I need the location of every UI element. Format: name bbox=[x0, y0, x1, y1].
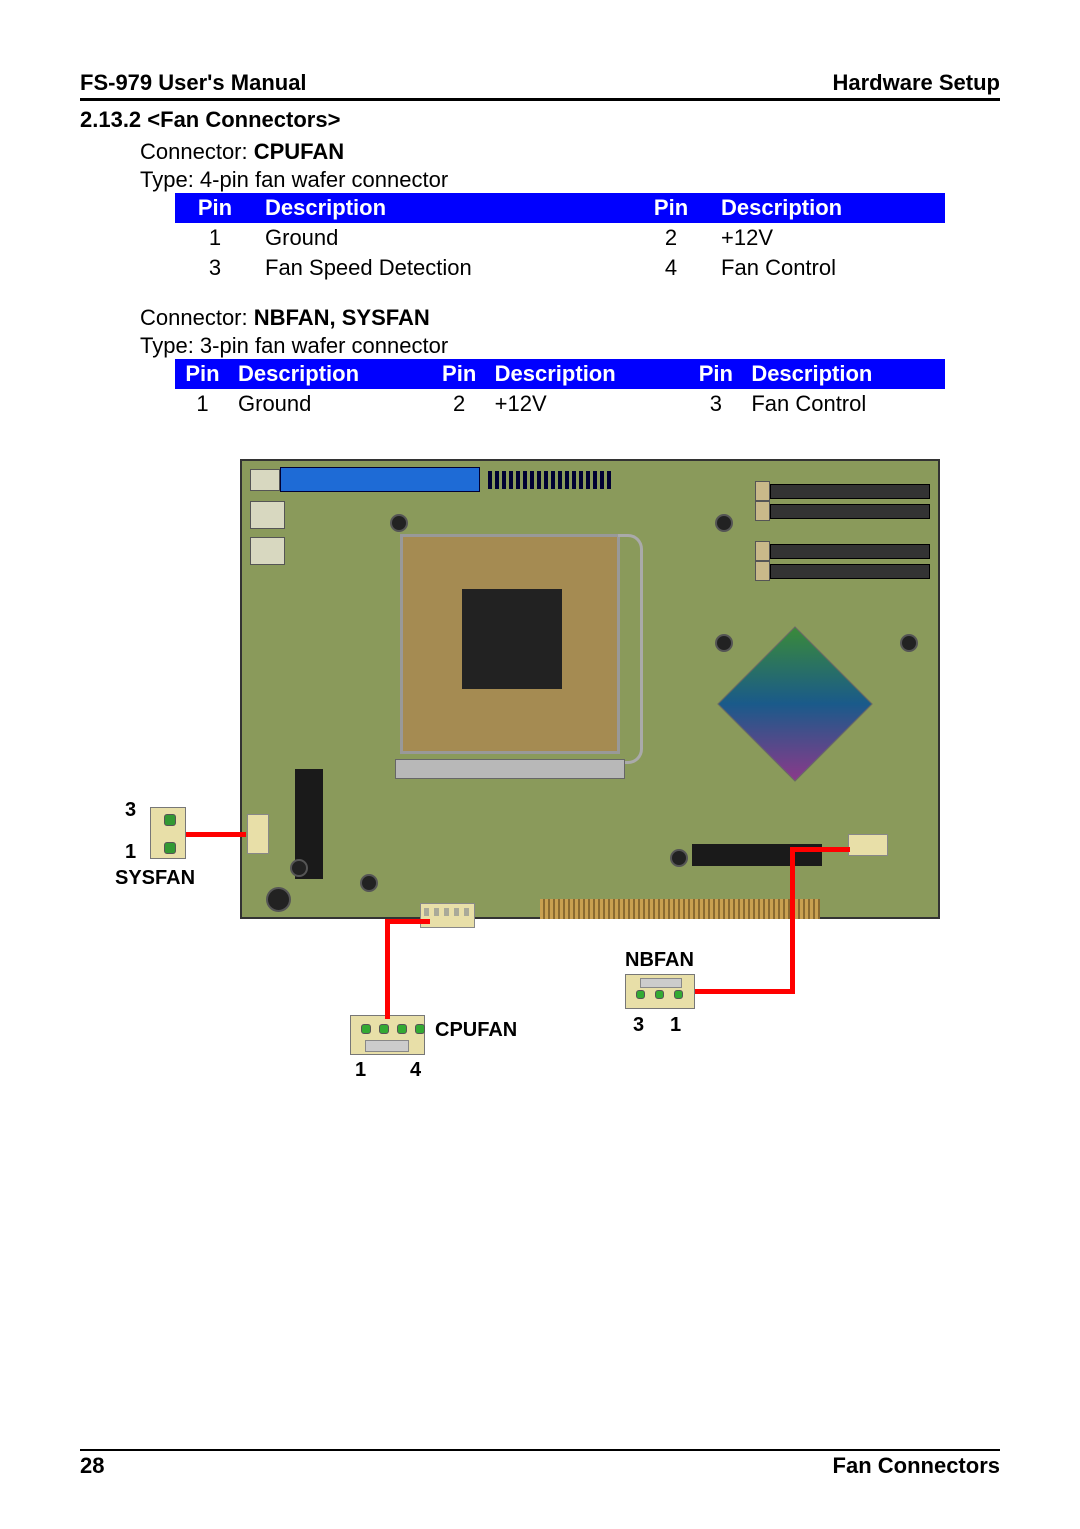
cell-pin: 3 bbox=[175, 253, 255, 283]
callout-line bbox=[790, 847, 850, 852]
cell-pin: 4 bbox=[631, 253, 711, 283]
cpufan-pin-table: Pin Description Pin Description 1 Ground… bbox=[175, 193, 945, 283]
connector2-name: NBFAN, SYSFAN bbox=[254, 305, 430, 330]
cell-desc: Fan Control bbox=[711, 253, 945, 283]
mount-hole bbox=[715, 634, 733, 652]
cell-desc: Ground bbox=[255, 223, 631, 253]
nbfan-callout bbox=[625, 974, 695, 1009]
ide-connector bbox=[280, 467, 480, 492]
connector2-type: Type: 3-pin fan wafer connector bbox=[140, 333, 1000, 359]
ram-slot bbox=[770, 564, 930, 579]
page-footer: 28 Fan Connectors bbox=[80, 1449, 1000, 1479]
cell-pin: 2 bbox=[631, 223, 711, 253]
th-pin: Pin bbox=[432, 359, 487, 389]
cpufan-pin-4: 4 bbox=[410, 1059, 421, 1082]
cpufan-label: CPUFAN bbox=[435, 1019, 517, 1042]
th-desc: Description bbox=[230, 359, 432, 389]
table-row: 3 Fan Speed Detection 4 Fan Control bbox=[175, 253, 945, 283]
ram-clip bbox=[755, 541, 770, 561]
th-desc: Description bbox=[255, 193, 631, 223]
connector1-prefix: Connector: bbox=[140, 139, 254, 164]
sysfan-pin-1: 1 bbox=[125, 841, 136, 864]
th-desc: Description bbox=[487, 359, 689, 389]
cpu-die bbox=[462, 589, 562, 689]
ram-clip bbox=[755, 501, 770, 521]
cell-pin: 1 bbox=[175, 223, 255, 253]
sysfan-callout bbox=[150, 807, 186, 859]
cell-desc: Fan Control bbox=[743, 389, 945, 419]
table-header-row: Pin Description Pin Description Pin Desc… bbox=[175, 359, 945, 389]
edge-connector bbox=[540, 899, 820, 919]
mount-hole bbox=[290, 859, 308, 877]
cell-desc: +12V bbox=[487, 389, 689, 419]
table-header-row: Pin Description Pin Description bbox=[175, 193, 945, 223]
callout-line bbox=[385, 919, 430, 924]
callout-line bbox=[186, 832, 246, 837]
page-header: FS-979 User's Manual Hardware Setup bbox=[80, 70, 1000, 101]
nbfan-pin-3: 3 bbox=[633, 1014, 644, 1037]
callout-line bbox=[695, 989, 795, 994]
cpufan-connector-onboard bbox=[420, 903, 475, 928]
nbfan-pin-1: 1 bbox=[670, 1014, 681, 1037]
mount-hole bbox=[266, 887, 291, 912]
ide-pins bbox=[488, 471, 618, 489]
th-pin: Pin bbox=[631, 193, 711, 223]
mount-hole bbox=[360, 874, 378, 892]
cell-desc: Fan Speed Detection bbox=[255, 253, 631, 283]
ram-clip bbox=[755, 481, 770, 501]
ram-slot bbox=[770, 544, 930, 559]
cell-pin: 1 bbox=[175, 389, 230, 419]
callout-line bbox=[385, 919, 390, 1019]
callout-line bbox=[790, 847, 795, 992]
th-desc: Description bbox=[711, 193, 945, 223]
connector1-name: CPUFAN bbox=[254, 139, 344, 164]
mount-hole bbox=[900, 634, 918, 652]
small-connector bbox=[250, 501, 285, 529]
small-connector bbox=[250, 537, 285, 565]
nbfan-connector-onboard bbox=[848, 834, 888, 856]
nbfan-sysfan-pin-table: Pin Description Pin Description Pin Desc… bbox=[175, 359, 945, 419]
ram-clip bbox=[755, 561, 770, 581]
section-title: 2.13.2 <Fan Connectors> bbox=[80, 107, 1000, 133]
mount-hole bbox=[390, 514, 408, 532]
th-pin: Pin bbox=[688, 359, 743, 389]
nbfan-label: NBFAN bbox=[625, 949, 694, 972]
mount-hole bbox=[670, 849, 688, 867]
sysfan-connector-onboard bbox=[247, 814, 269, 854]
sysfan-label: SYSFAN bbox=[115, 867, 195, 890]
connector2-line: Connector: NBFAN, SYSFAN bbox=[140, 305, 1000, 331]
cell-desc: +12V bbox=[711, 223, 945, 253]
cpu-lever bbox=[618, 534, 643, 764]
cpu-frame bbox=[395, 759, 625, 779]
small-connector bbox=[250, 469, 280, 491]
footer-title: Fan Connectors bbox=[833, 1453, 1000, 1479]
cell-pin: 2 bbox=[432, 389, 487, 419]
th-pin: Pin bbox=[175, 193, 255, 223]
connector1-type: Type: 4-pin fan wafer connector bbox=[140, 167, 1000, 193]
mount-hole bbox=[715, 514, 733, 532]
cell-pin: 3 bbox=[688, 389, 743, 419]
header-left: FS-979 User's Manual bbox=[80, 70, 307, 96]
header-right: Hardware Setup bbox=[833, 70, 1001, 96]
ram-slot bbox=[770, 504, 930, 519]
page-number: 28 bbox=[80, 1453, 104, 1479]
connector1-line: Connector: CPUFAN bbox=[140, 139, 1000, 165]
table-row: 1 Ground 2 +12V 3 Fan Control bbox=[175, 389, 945, 419]
board-diagram: 3 1 SYSFAN CPUFAN 1 4 NBFAN 3 1 bbox=[140, 459, 1000, 1099]
sysfan-pin-3: 3 bbox=[125, 799, 136, 822]
th-desc: Description bbox=[743, 359, 945, 389]
cpufan-pin-1: 1 bbox=[355, 1059, 366, 1082]
connector2-prefix: Connector: bbox=[140, 305, 254, 330]
table-row: 1 Ground 2 +12V bbox=[175, 223, 945, 253]
cell-desc: Ground bbox=[230, 389, 432, 419]
ram-slot bbox=[770, 484, 930, 499]
cpufan-callout bbox=[350, 1015, 425, 1055]
th-pin: Pin bbox=[175, 359, 230, 389]
